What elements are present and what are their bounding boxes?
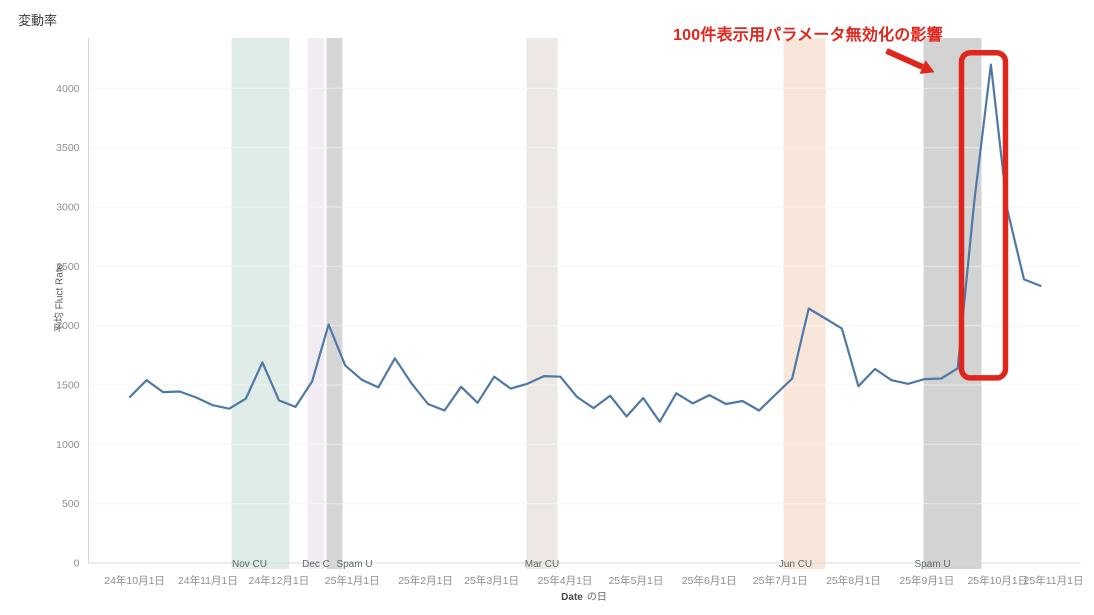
y-tick-label: 0 bbox=[74, 558, 80, 570]
x-tick-label: 25年8月1日 bbox=[826, 574, 881, 587]
x-tick-label: 24年10月1日 bbox=[104, 574, 165, 587]
x-axis-title-field: Date bbox=[561, 592, 583, 603]
x-axis-title-suffix: の日 bbox=[586, 592, 607, 603]
x-axis-title: Date の日 bbox=[561, 588, 607, 603]
y-axis-title: 平均 Fluct Rate bbox=[54, 263, 66, 333]
y-tick-label: 2000 bbox=[56, 320, 80, 332]
reference-band bbox=[326, 38, 343, 569]
y-tick-label: 500 bbox=[62, 498, 80, 510]
band-label: Nov CU bbox=[232, 559, 267, 570]
band-label: Mar CU bbox=[525, 559, 559, 570]
x-tick-label: 24年12月1日 bbox=[249, 574, 310, 587]
band-label: Spam U bbox=[914, 559, 950, 570]
y-tick-label: 3500 bbox=[56, 142, 80, 154]
x-tick-label: 25年2月1日 bbox=[398, 574, 453, 587]
x-tick-label: 25年4月1日 bbox=[538, 574, 593, 587]
reference-band bbox=[231, 38, 290, 569]
band-label: Jun CU bbox=[779, 559, 812, 570]
x-tick-label: 25年6月1日 bbox=[682, 574, 737, 587]
x-tick-label: 25年7月1日 bbox=[753, 574, 808, 587]
y-tick-label: 4000 bbox=[56, 83, 80, 95]
chart-title: 変動率 bbox=[18, 13, 58, 28]
trend-line[interactable] bbox=[128, 63, 1042, 423]
band-label: Dec C bbox=[302, 559, 330, 570]
x-tick-label: 25年11月1日 bbox=[1024, 574, 1084, 587]
y-tick-label: 1500 bbox=[56, 380, 80, 392]
reference-band bbox=[307, 38, 325, 569]
x-tick-label: 25年1月1日 bbox=[325, 574, 380, 587]
reference-band bbox=[526, 38, 558, 569]
highlight-box bbox=[958, 49, 1009, 381]
x-tick-label: 25年9月1日 bbox=[899, 574, 954, 587]
reference-band bbox=[923, 38, 982, 569]
y-tick-label: 1000 bbox=[56, 439, 80, 451]
band-label: Spam U bbox=[336, 559, 372, 570]
x-tick-label: 24年11月1日 bbox=[178, 574, 238, 587]
x-tick-label: 25年3月1日 bbox=[464, 574, 519, 587]
reference-band bbox=[783, 38, 826, 569]
x-tick-label: 25年10月1日 bbox=[967, 574, 1028, 587]
annotation-arrow-head bbox=[919, 60, 935, 74]
y-tick-label: 3000 bbox=[56, 202, 80, 214]
annotation-text: 100件表示用パラメータ無効化の影響 bbox=[673, 27, 943, 44]
x-tick-label: 25年5月1日 bbox=[608, 574, 663, 587]
y-tick-label: 2500 bbox=[56, 261, 80, 273]
annotation-arrow-shaft bbox=[885, 48, 924, 70]
